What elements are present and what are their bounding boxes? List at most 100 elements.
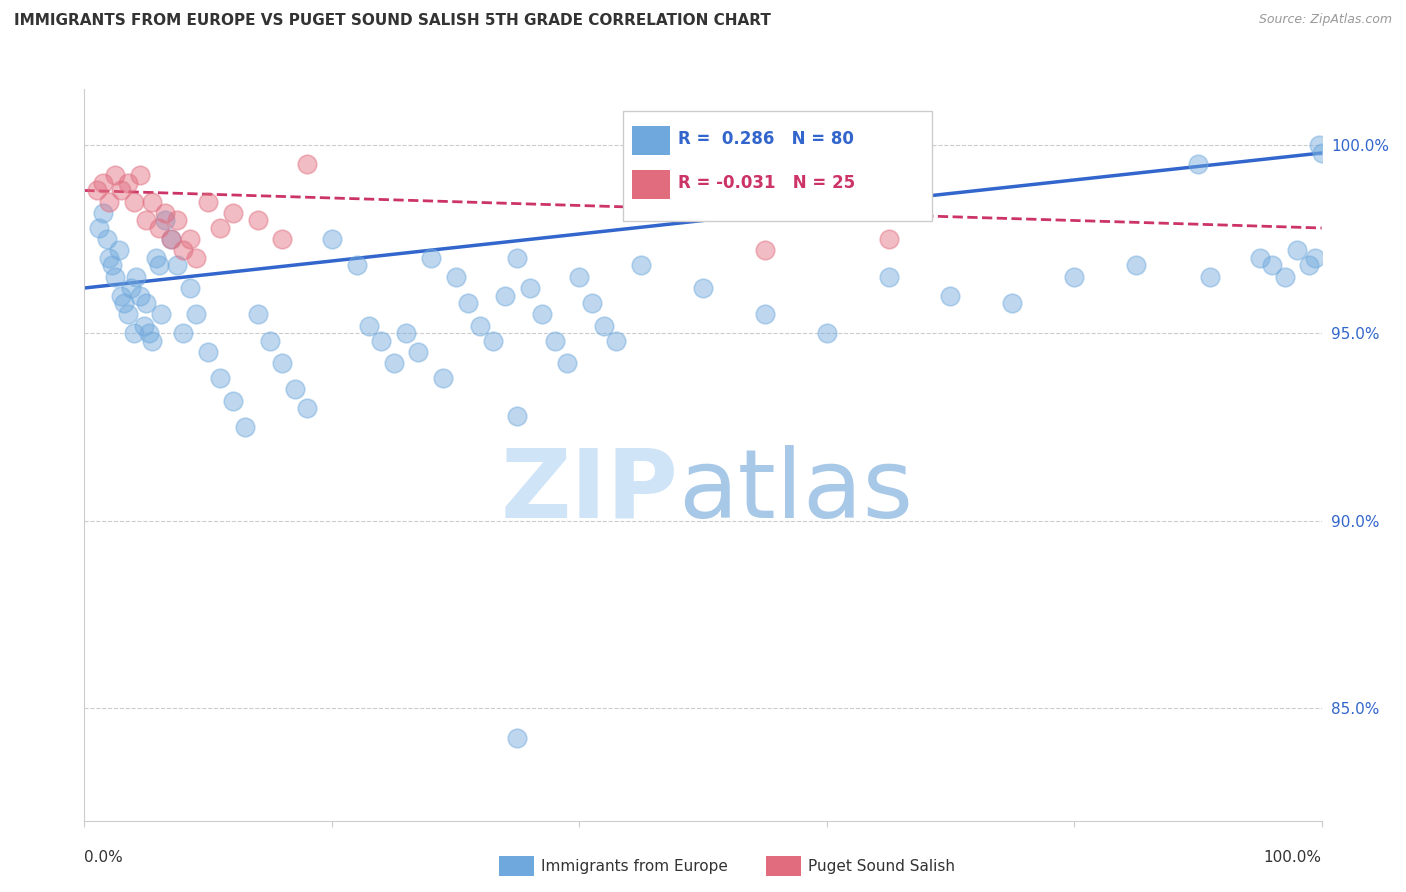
Point	[96, 232, 118, 246]
Point	[166, 259, 188, 273]
Point	[1249, 251, 1271, 265]
Point	[184, 307, 207, 321]
Point	[172, 326, 194, 340]
Point	[395, 326, 418, 340]
Point	[209, 221, 232, 235]
Point	[179, 281, 201, 295]
Point	[321, 232, 343, 246]
Point	[457, 296, 479, 310]
Point	[568, 269, 591, 284]
Point	[135, 296, 157, 310]
Point	[295, 401, 318, 415]
Text: IMMIGRANTS FROM EUROPE VS PUGET SOUND SALISH 5TH GRADE CORRELATION CHART: IMMIGRANTS FROM EUROPE VS PUGET SOUND SA…	[14, 13, 770, 29]
Point	[295, 157, 318, 171]
Point	[122, 194, 145, 209]
Point	[543, 334, 565, 348]
Point	[166, 213, 188, 227]
Point	[346, 259, 368, 273]
Point	[259, 334, 281, 348]
Point	[593, 318, 616, 333]
Point	[246, 307, 269, 321]
Point	[160, 232, 183, 246]
Text: ZIP: ZIP	[501, 445, 678, 538]
Point	[877, 269, 900, 284]
Point	[209, 371, 232, 385]
Point	[370, 334, 392, 348]
Point	[939, 288, 962, 302]
Point	[129, 169, 152, 183]
Text: Immigrants from Europe: Immigrants from Europe	[541, 859, 728, 873]
FancyBboxPatch shape	[633, 126, 669, 155]
Point	[630, 259, 652, 273]
Text: 100.0%: 100.0%	[1264, 850, 1322, 865]
Point	[444, 269, 467, 284]
Point	[91, 176, 114, 190]
Point	[110, 184, 132, 198]
Point	[120, 281, 142, 295]
Point	[506, 251, 529, 265]
Point	[197, 344, 219, 359]
Point	[122, 326, 145, 340]
Text: R = -0.031   N = 25: R = -0.031 N = 25	[678, 174, 855, 192]
Point	[494, 288, 516, 302]
Point	[271, 356, 294, 370]
Point	[246, 213, 269, 227]
Point	[531, 307, 554, 321]
Point	[135, 213, 157, 227]
Point	[1274, 269, 1296, 284]
Point	[184, 251, 207, 265]
Point	[179, 232, 201, 246]
Point	[148, 221, 170, 235]
Point	[222, 206, 245, 220]
Point	[98, 251, 121, 265]
Point	[1261, 259, 1284, 273]
Point	[754, 307, 776, 321]
Point	[1125, 259, 1147, 273]
Point	[470, 318, 492, 333]
Point	[138, 326, 160, 340]
Text: atlas: atlas	[678, 445, 914, 538]
Point	[1187, 157, 1209, 171]
Point	[1308, 138, 1330, 153]
Point	[1285, 244, 1308, 258]
Point	[104, 169, 127, 183]
Text: 0.0%: 0.0%	[84, 850, 124, 865]
Point	[112, 296, 135, 310]
Point	[408, 344, 430, 359]
Point	[1199, 269, 1222, 284]
Point	[692, 281, 714, 295]
Point	[1063, 269, 1085, 284]
Point	[148, 259, 170, 273]
Point	[233, 419, 256, 434]
Point	[145, 251, 167, 265]
Text: Source: ZipAtlas.com: Source: ZipAtlas.com	[1258, 13, 1392, 27]
Point	[117, 176, 139, 190]
Point	[108, 244, 131, 258]
Point	[150, 307, 173, 321]
Point	[98, 194, 121, 209]
FancyBboxPatch shape	[623, 112, 932, 221]
Point	[141, 194, 163, 209]
Point	[89, 221, 111, 235]
Point	[357, 318, 380, 333]
Point	[172, 244, 194, 258]
Text: Puget Sound Salish: Puget Sound Salish	[808, 859, 956, 873]
Point	[91, 206, 114, 220]
Point	[481, 334, 503, 348]
Point	[877, 232, 900, 246]
FancyBboxPatch shape	[633, 169, 669, 199]
Point	[506, 409, 529, 423]
Point	[1001, 296, 1024, 310]
Point	[284, 382, 307, 396]
Point	[117, 307, 139, 321]
Point	[382, 356, 405, 370]
Point	[153, 206, 176, 220]
Point	[110, 288, 132, 302]
Point	[197, 194, 219, 209]
Point	[153, 213, 176, 227]
Point	[141, 334, 163, 348]
Point	[419, 251, 441, 265]
Point	[222, 393, 245, 408]
Point	[129, 288, 152, 302]
Point	[605, 334, 627, 348]
